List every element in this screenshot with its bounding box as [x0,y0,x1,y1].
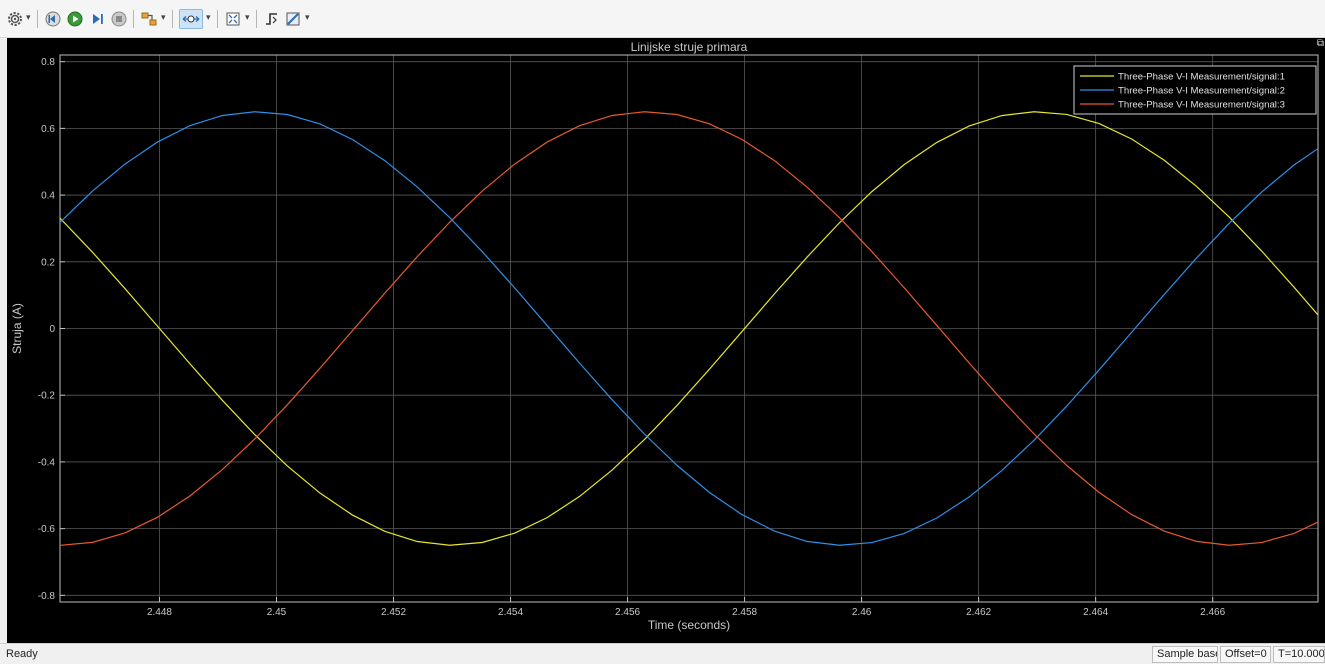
settings-dropdown-icon[interactable]: ▾ [26,12,31,22]
step-forward-icon [93,14,103,24]
stop-button[interactable] [110,9,128,29]
y-tick-label: 0.4 [41,191,55,202]
series-line-3[interactable] [28,111,1325,546]
legend-entry-3[interactable]: Three-Phase V-I Measurement/signal:3 [1118,100,1285,111]
x-tick-label: 2.462 [966,607,991,618]
highlight-signal-button[interactable] [140,9,158,29]
undock-icon[interactable]: ⧉ [1316,38,1324,49]
step-back-icon [45,11,61,27]
cursor-measurements-button[interactable] [284,9,302,29]
series-line-1[interactable] [28,111,1325,546]
legend-entry-1[interactable]: Three-Phase V-I Measurement/signal:1 [1118,72,1285,83]
x-tick-label: 2.46 [852,607,872,618]
y-tick-label: 0.6 [41,124,55,135]
y-tick-label: -0.2 [38,391,56,402]
x-tick-label: 2.454 [498,607,523,618]
x-axis-label: Time (seconds) [648,618,730,632]
stop-icon [111,11,127,27]
y-tick-label: -0.8 [38,591,56,602]
measurements-dropdown-icon[interactable]: ▾ [305,12,310,22]
toolbar-separator [217,10,218,28]
autoscale-button[interactable] [224,9,242,29]
triggers-button[interactable] [263,9,281,29]
status-ready-text: Ready [6,648,38,660]
autoscale-dropdown-icon[interactable]: ▾ [245,12,250,22]
y-tick-label: 0 [49,324,55,335]
y-tick-label: -0.6 [38,524,56,535]
step-forward-button[interactable] [88,9,106,29]
legend-box [1073,65,1317,115]
x-tick-label: 2.45 [267,607,287,618]
fit-to-view-icon [226,12,240,26]
x-tick-label: 2.456 [615,607,640,618]
y-tick-label: 0.2 [41,257,55,268]
toolbar-separator [256,10,257,28]
y-tick-label: 0.8 [41,57,55,68]
toolbar-separator [37,10,38,28]
zoom-icon [182,15,200,23]
x-tick-label: 2.464 [1083,607,1108,618]
legend-entry-2[interactable]: Three-Phase V-I Measurement/signal:2 [1118,86,1285,97]
signal-connect-icon [141,12,157,26]
trigger-icon [266,13,277,25]
series-line-2[interactable] [28,111,1325,546]
settings-button[interactable] [6,9,24,29]
x-tick-label: 2.448 [147,607,172,618]
zoom-button[interactable] [179,9,203,29]
status-bar: Ready Sample based Offset=0 T=10.000 [0,643,1325,664]
chart[interactable]: 2.448 2.45 2.452 2.454 2.456 2.458 2.46 2.462 2.… [7,38,1325,643]
play-icon [67,11,83,27]
offset-indicator: Offset=0 [1220,646,1271,663]
step-back-button[interactable] [44,9,62,29]
x-tick-label: 2.466 [1200,607,1225,618]
x-tick-label: 2.458 [732,607,757,618]
highlight-dropdown-icon[interactable]: ▾ [161,12,166,22]
sample-mode-indicator: Sample based [1152,646,1218,663]
toolbar-separator [133,10,134,28]
run-button[interactable] [66,9,84,29]
y-axis-label: Struja (A) [10,303,24,354]
x-tick-label: 2.452 [381,607,406,618]
ruler-icon [286,12,300,26]
scope-display: 2.448 2.45 2.452 2.454 2.456 2.458 2.46 2.462 2.… [7,38,1325,643]
toolbar-separator [172,10,173,28]
simulation-time-indicator: T=10.000 [1273,646,1325,663]
scope-toolbar: ▾ ▾ [0,0,1325,38]
y-tick-label: -0.4 [38,457,56,468]
zoom-dropdown-icon[interactable]: ▾ [206,12,211,22]
chart-title: Linijske struje primara [631,40,748,54]
gear-icon [8,12,22,26]
